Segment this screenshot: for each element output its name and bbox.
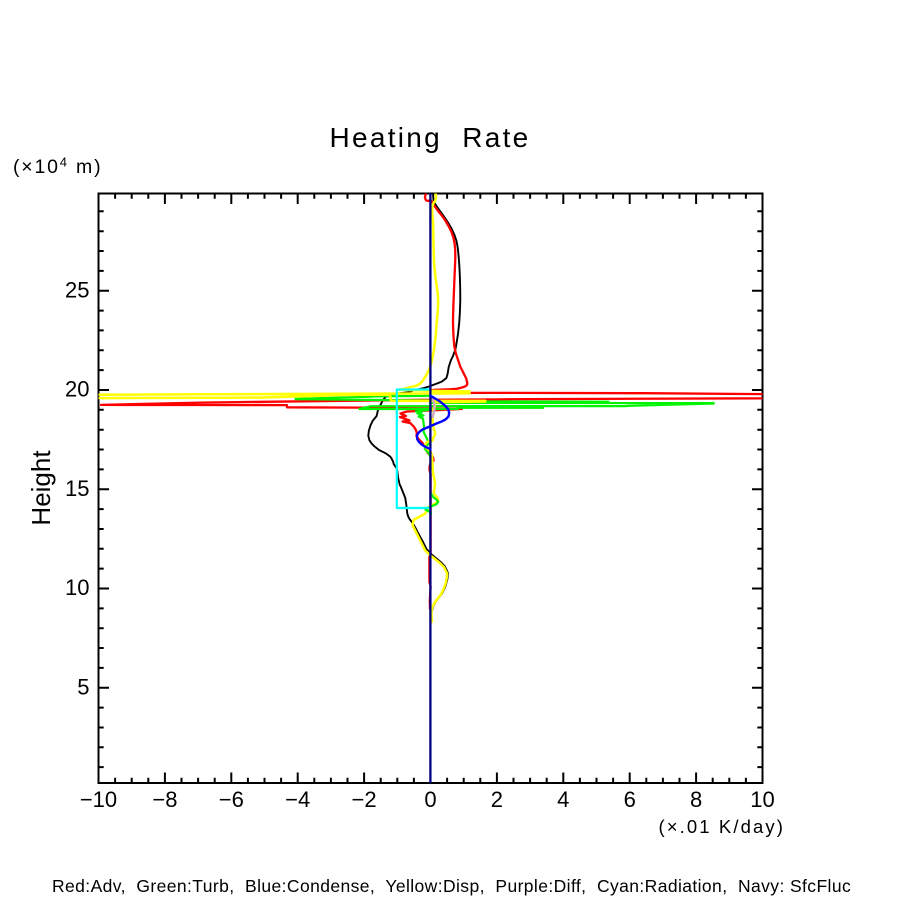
svg-text:−2: −2 xyxy=(352,787,377,812)
svg-text:(×.01 K/day): (×.01 K/day) xyxy=(659,816,786,837)
svg-text:0: 0 xyxy=(424,787,436,812)
svg-text:15: 15 xyxy=(65,476,89,501)
svg-text:20: 20 xyxy=(65,377,89,402)
svg-text:2: 2 xyxy=(491,787,503,812)
svg-text:Height: Height xyxy=(26,450,56,526)
svg-text:−6: −6 xyxy=(219,787,244,812)
svg-text:10: 10 xyxy=(65,575,89,600)
svg-text:5: 5 xyxy=(77,674,89,699)
svg-text:25: 25 xyxy=(65,277,89,302)
svg-text:8: 8 xyxy=(690,787,702,812)
svg-text:Heating Rate: Heating Rate xyxy=(329,122,530,153)
svg-text:6: 6 xyxy=(624,787,636,812)
svg-text:−8: −8 xyxy=(152,787,177,812)
svg-text:4: 4 xyxy=(557,787,569,812)
svg-text:−4: −4 xyxy=(285,787,310,812)
svg-text:−10: −10 xyxy=(80,787,117,812)
svg-text:Red:Adv, Green:Turb, Blue:Co: Red:Adv, Green:Turb, Blue:Condense, Yell… xyxy=(52,876,851,896)
svg-text:10: 10 xyxy=(750,787,774,812)
svg-text:(×104 m): (×104 m) xyxy=(13,155,102,179)
